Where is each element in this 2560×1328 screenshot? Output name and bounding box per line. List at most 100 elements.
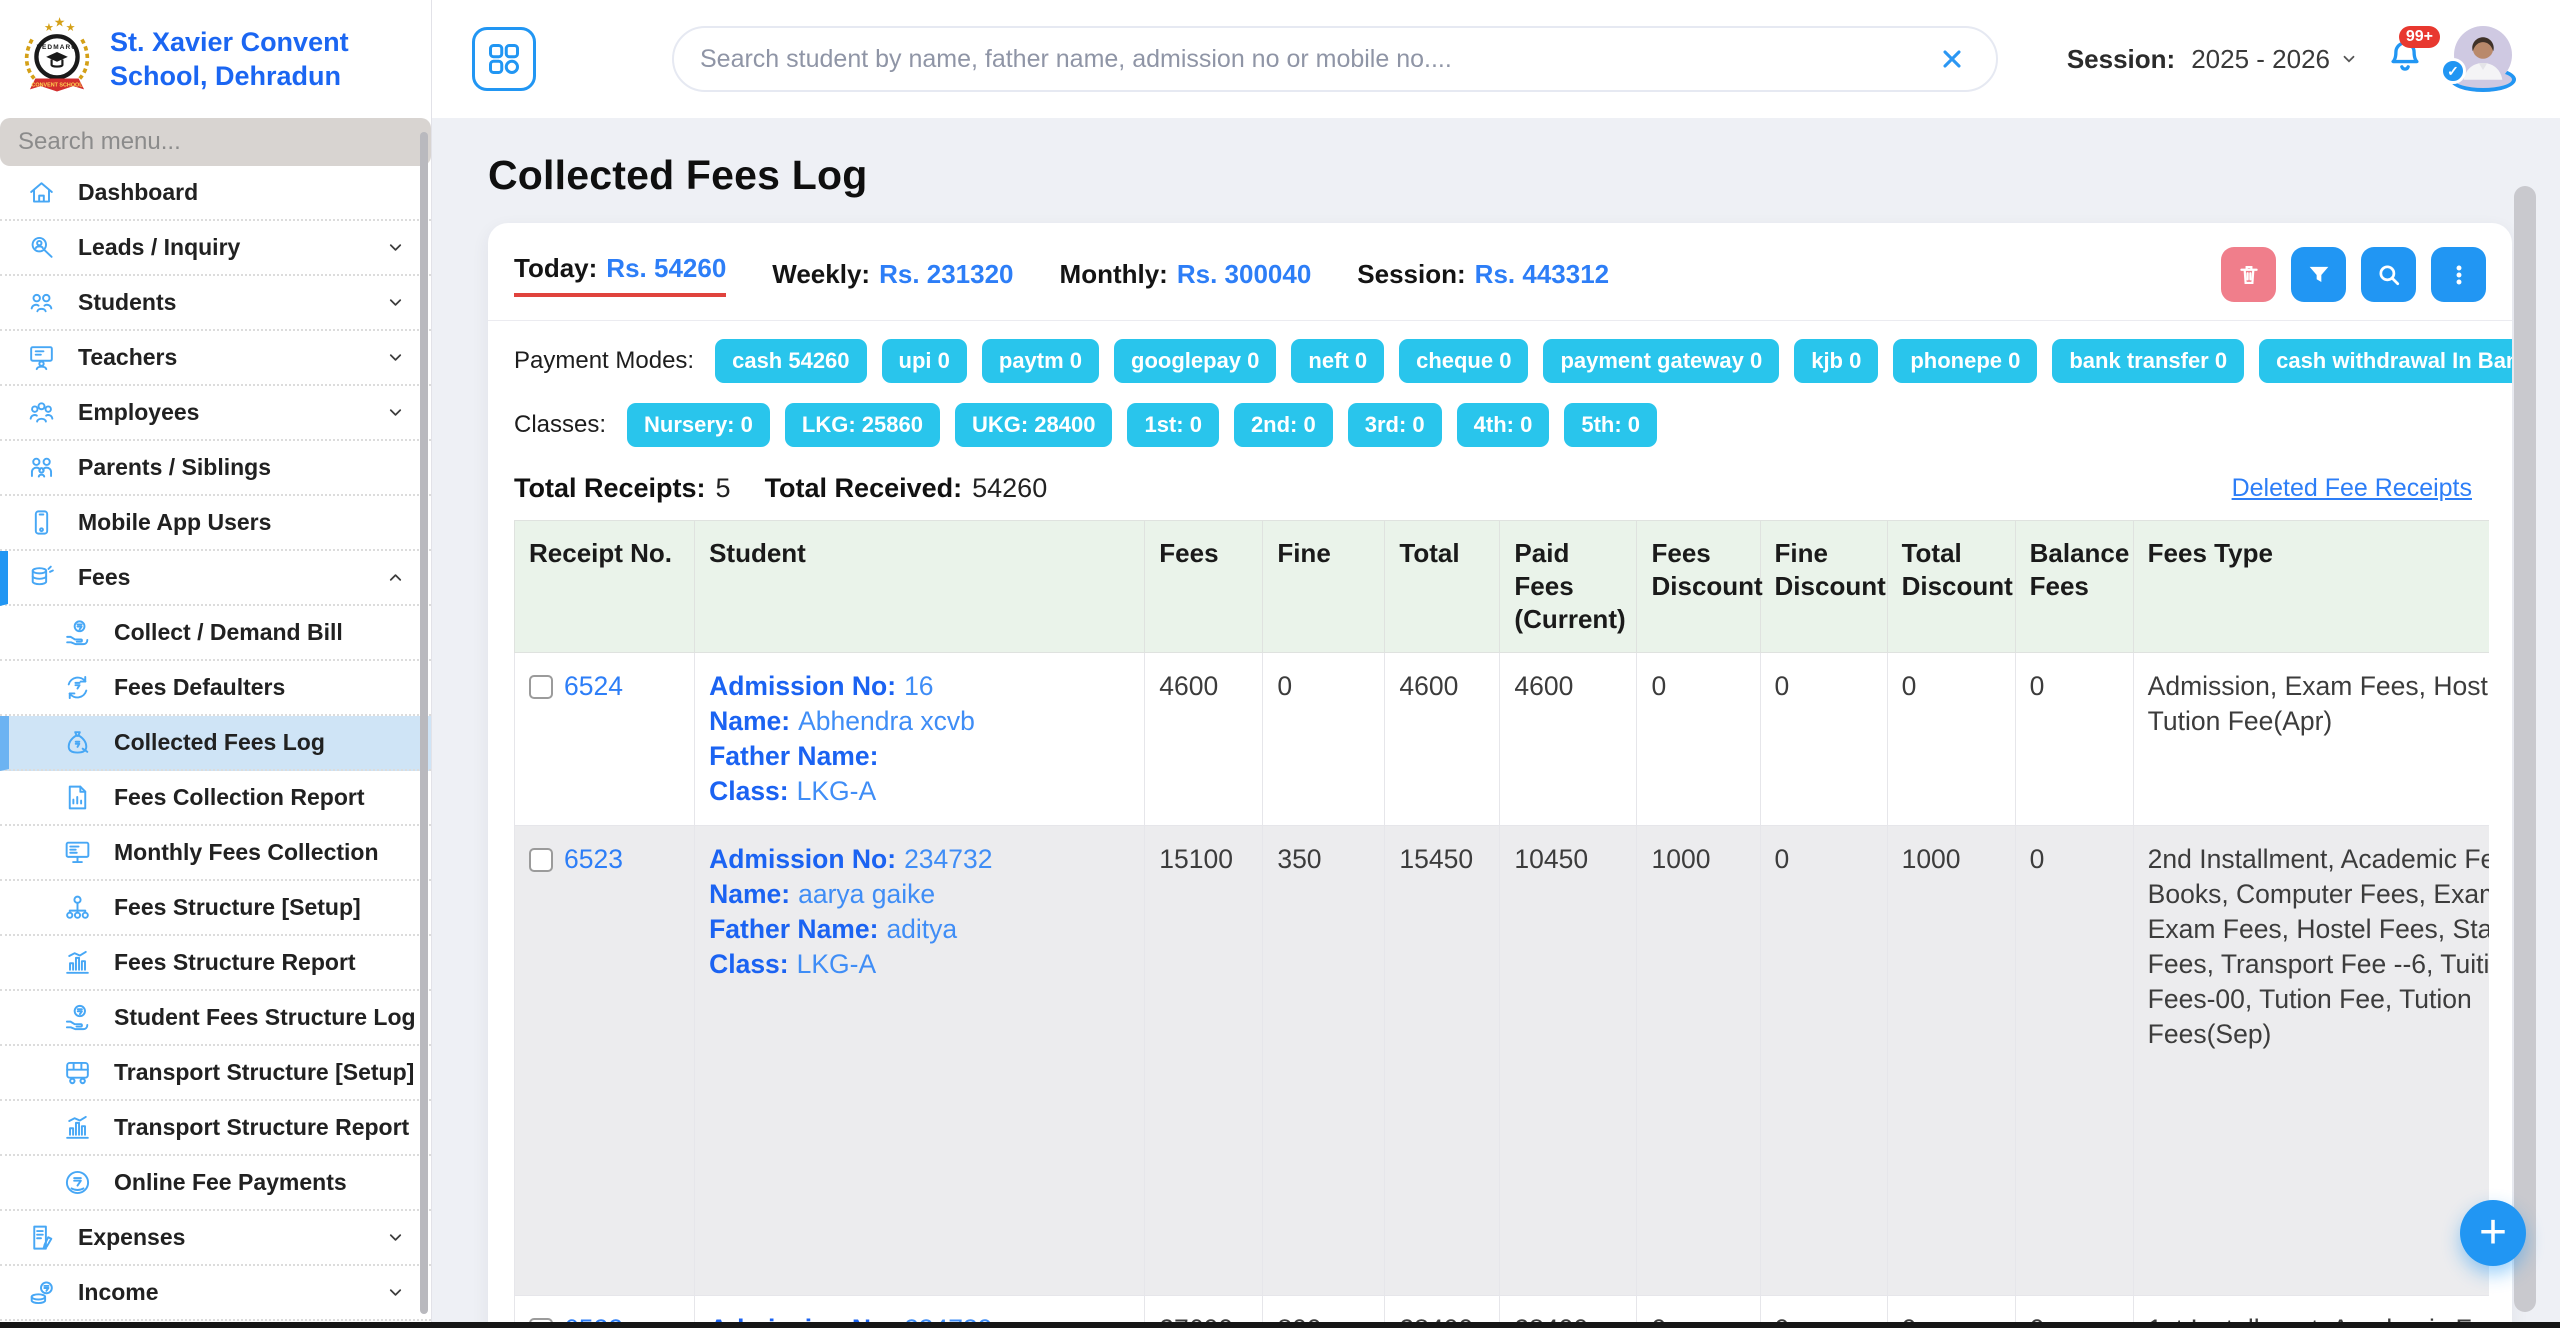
notifications-button[interactable]: 99+ [2384, 36, 2426, 83]
svg-text:★: ★ [66, 22, 76, 34]
clear-search-button[interactable] [1934, 41, 1970, 77]
sidebar-item-fees-structure-report[interactable]: Fees Structure Report [0, 936, 431, 991]
stat-label: Monthly: [1060, 259, 1168, 289]
sidebar-item-teachers[interactable]: Teachers [0, 331, 431, 386]
content-scrollbar[interactable] [2514, 186, 2536, 1312]
fees-cell: 4600 [1145, 653, 1263, 826]
receipt-link[interactable]: 6524 [564, 671, 623, 701]
student-search-input[interactable] [700, 45, 1934, 74]
topbar: Session: 2025 - 2026 99+ [432, 0, 2560, 118]
class-chip-4th-0[interactable]: 4th: 0 [1457, 403, 1550, 447]
fees-type-cell: 2nd Installment, Academic Fees, Books, C… [2133, 826, 2489, 1296]
sidebar-item-dashboard[interactable]: Dashboard [0, 166, 431, 221]
sidebar-item-label: Mobile App Users [78, 509, 271, 536]
class-chip-5th-0[interactable]: 5th: 0 [1564, 403, 1657, 447]
payment-mode-chip-bank-transfer-0[interactable]: bank transfer 0 [2052, 339, 2244, 383]
fine-discount-cell: 0 [1760, 653, 1887, 826]
sidebar-item-label: Students [78, 289, 176, 316]
father-name: aditya [886, 914, 957, 944]
total-received-label: Total Received: [765, 473, 963, 504]
payment-mode-chip-neft-0[interactable]: neft 0 [1291, 339, 1384, 383]
column-header-student: Student [695, 521, 1145, 653]
class-chip-3rd-0[interactable]: 3rd: 0 [1348, 403, 1442, 447]
apps-grid-button[interactable] [472, 27, 536, 91]
user-avatar[interactable]: ✓ [2450, 26, 2516, 92]
parents-icon [26, 452, 58, 484]
payment-mode-chip-cheque-0[interactable]: cheque 0 [1399, 339, 1528, 383]
sidebar-item-fees-structure-setup[interactable]: Fees Structure [Setup] [0, 881, 431, 936]
admission-no[interactable]: 16 [904, 671, 933, 701]
total-receipts-label: Total Receipts: [514, 473, 706, 504]
stat-value: Rs. 300040 [1177, 259, 1311, 289]
search-button[interactable] [2361, 247, 2416, 302]
sidebar-item-fees-collection-report[interactable]: Fees Collection Report [0, 771, 431, 826]
row-checkbox[interactable] [529, 848, 553, 872]
sidebar-item-income[interactable]: Income [0, 1266, 431, 1321]
more-options-button[interactable] [2431, 247, 2486, 302]
payment-mode-chip-payment-gateway-0[interactable]: payment gateway 0 [1543, 339, 1779, 383]
student-class: LKG-A [797, 949, 877, 979]
sidebar-item-collected-fees-log[interactable]: Collected Fees Log [0, 716, 431, 771]
sidebar-item-student-fees-structure-log[interactable]: Student Fees Structure Log [0, 991, 431, 1046]
class-chip-1st-0[interactable]: 1st: 0 [1127, 403, 1218, 447]
stats-row: Today:Rs. 54260 Weekly:Rs. 231320 Monthly:… [488, 223, 2512, 320]
sidebar-item-parents-siblings[interactable]: Parents / Siblings [0, 441, 431, 496]
stat-session: Session:Rs. 443312 [1357, 259, 1609, 290]
sidebar-item-label: Fees Structure Report [114, 949, 356, 976]
transport-icon [62, 1057, 94, 1089]
filter-button[interactable] [2291, 247, 2346, 302]
totals-row: Total Receipts: 5 Total Received: 54260 … [488, 465, 2512, 520]
payment-mode-chip-paytm-0[interactable]: paytm 0 [982, 339, 1099, 383]
sidebar-item-label: Fees Collection Report [114, 784, 364, 811]
payment-mode-chip-phonepe-0[interactable]: phonepe 0 [1893, 339, 2037, 383]
moneybag-icon [62, 727, 94, 759]
class-chip-lkg-25860[interactable]: LKG: 25860 [785, 403, 940, 447]
sidebar-item-transport-structure-setup[interactable]: Transport Structure [Setup] [0, 1046, 431, 1101]
session-dropdown[interactable]: 2025 - 2026 [2191, 44, 2358, 75]
sidebar-item-label: Parents / Siblings [78, 454, 271, 481]
window-bottom-edge [0, 1322, 2560, 1328]
class-chip-ukg-28400[interactable]: UKG: 28400 [955, 403, 1113, 447]
sidebar-item-label: Employees [78, 399, 199, 426]
admission-no[interactable]: 234732 [904, 844, 992, 874]
payment-mode-chip-cash-54260[interactable]: cash 54260 [715, 339, 866, 383]
menu-search-input[interactable] [0, 118, 431, 166]
sidebar-item-monthly-fees-collection[interactable]: Monthly Fees Collection [0, 826, 431, 881]
stat-weekly: Weekly:Rs. 231320 [772, 259, 1013, 290]
fine-cell: 350 [1263, 826, 1385, 1296]
sidebar-item-expenses[interactable]: Expenses [0, 1211, 431, 1266]
chevron-down-icon [386, 293, 405, 312]
payment-modes-label: Payment Modes: [514, 347, 694, 375]
monitor-icon [62, 837, 94, 869]
chevron-down-icon [2340, 50, 2358, 68]
column-header-fees-discount: Fees Discount [1637, 521, 1760, 653]
payment-mode-chip-googlepay-0[interactable]: googlepay 0 [1114, 339, 1276, 383]
payment-mode-chip-cash-withdrawal-in-bank-0[interactable]: cash withdrawal In Bank 0 [2259, 339, 2512, 383]
sidebar-item-fees[interactable]: Fees [0, 551, 431, 606]
sidebar-item-collect-demand-bill[interactable]: Collect / Demand Bill [0, 606, 431, 661]
class-chip-2nd-0[interactable]: 2nd: 0 [1234, 403, 1333, 447]
stat-today[interactable]: Today:Rs. 54260 [514, 253, 726, 297]
stat-value: Rs. 231320 [879, 259, 1013, 289]
receipt-link[interactable]: 6523 [564, 844, 623, 874]
class-chip-nursery-0[interactable]: Nursery: 0 [627, 403, 770, 447]
chevron-down-icon [386, 348, 405, 367]
add-fab-button[interactable]: + [2460, 1200, 2526, 1266]
sidebar-item-mobile-app-users[interactable]: Mobile App Users [0, 496, 431, 551]
delete-button[interactable] [2221, 247, 2276, 302]
sidebar-item-online-fee-payments[interactable]: Online Fee Payments [0, 1156, 431, 1211]
student-name[interactable]: Abhendra xcvb [798, 706, 975, 736]
sidebar-item-leads-inquiry[interactable]: Leads / Inquiry [0, 221, 431, 276]
sidebar-scrollbar[interactable] [420, 132, 428, 1314]
deleted-fee-receipts-link[interactable]: Deleted Fee Receipts [2232, 474, 2472, 503]
receipt-cell: 6523 [515, 826, 695, 1296]
sidebar-item-employees[interactable]: Employees [0, 386, 431, 441]
sidebar-item-students[interactable]: Students [0, 276, 431, 331]
sidebar-item-fees-defaulters[interactable]: Fees Defaulters [0, 661, 431, 716]
payment-mode-chip-kjb-0[interactable]: kjb 0 [1794, 339, 1878, 383]
sidebar-item-transport-structure-report[interactable]: Transport Structure Report [0, 1101, 431, 1156]
column-header-fees: Fees [1145, 521, 1263, 653]
student-name[interactable]: aarya gaike [798, 879, 935, 909]
payment-mode-chip-upi-0[interactable]: upi 0 [882, 339, 967, 383]
row-checkbox[interactable] [529, 675, 553, 699]
